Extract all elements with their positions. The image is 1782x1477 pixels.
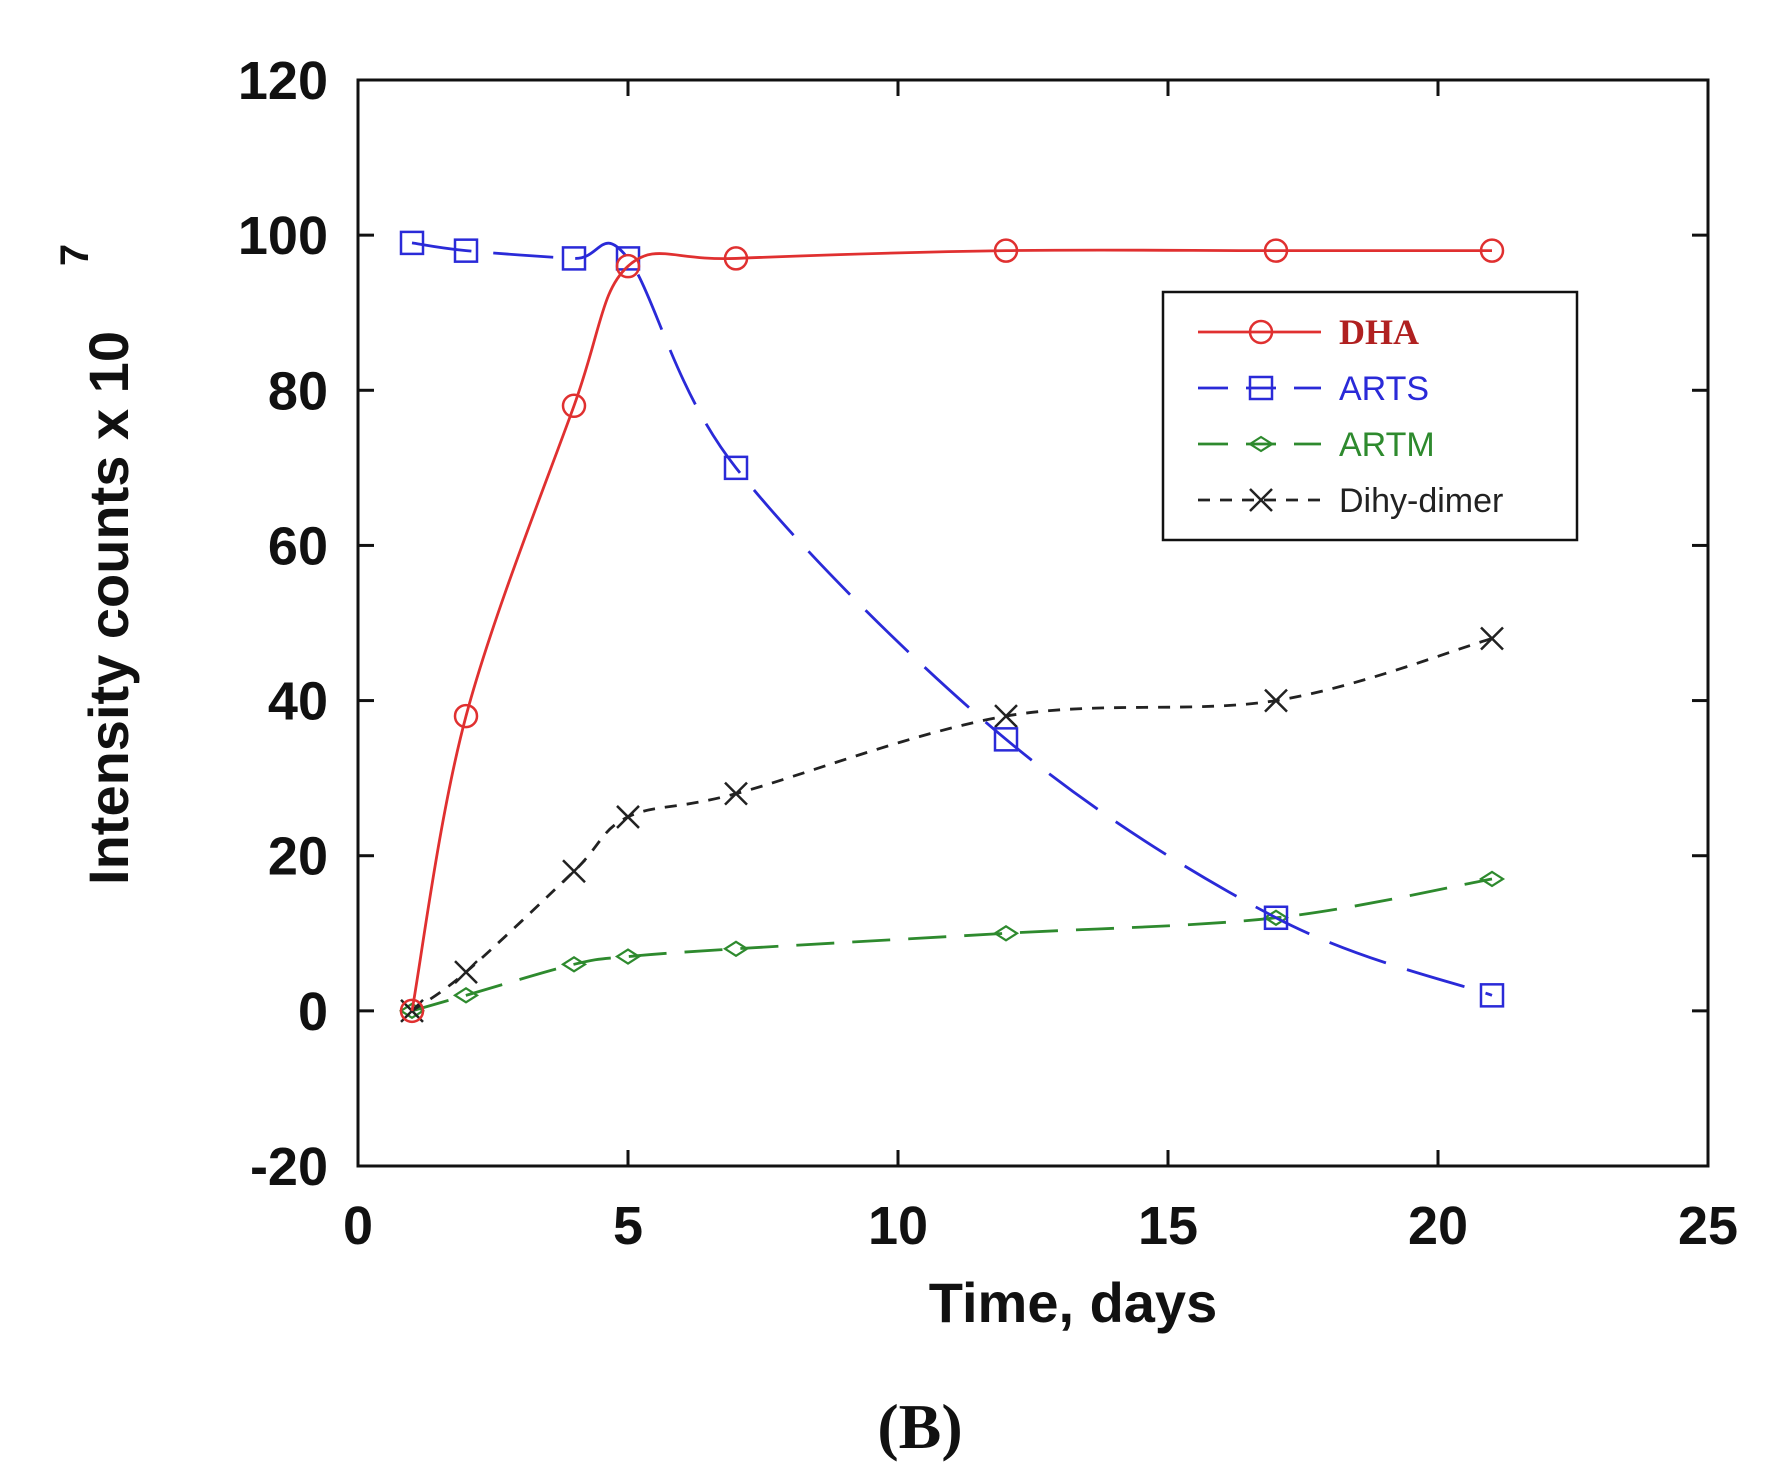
series-line	[411, 877, 1493, 1013]
data-point	[454, 960, 478, 984]
y-tick-label: 120	[238, 51, 328, 111]
legend-label: DHA	[1339, 312, 1419, 352]
x-tick-label: 0	[343, 1196, 373, 1256]
plot-frame	[356, 78, 1710, 1168]
data-point	[1478, 870, 1506, 888]
series-line	[410, 248, 1492, 1012]
data-point	[399, 998, 425, 1024]
y-axis-title-group: Intensity counts x 10 7	[53, 244, 140, 885]
x-tick-label: 20	[1408, 1196, 1468, 1256]
data-point	[994, 704, 1018, 728]
data-point	[399, 230, 425, 256]
y-tick-label: 80	[268, 361, 328, 421]
data-point	[1479, 983, 1505, 1008]
x-tick-label: 25	[1678, 1196, 1738, 1256]
data-point	[453, 238, 479, 263]
y-tick-label: -20	[250, 1137, 328, 1197]
y-tick-label: 20	[268, 827, 328, 887]
y-tick-label: 0	[298, 982, 328, 1042]
data-point	[723, 455, 749, 481]
data-point	[993, 727, 1019, 752]
y-tick-label: 100	[238, 206, 328, 266]
panel-label: (B)	[877, 1391, 962, 1462]
legend-marker	[1248, 375, 1274, 401]
data-point	[615, 253, 641, 279]
legend-label: ARTM	[1339, 426, 1435, 464]
data-point	[993, 238, 1019, 263]
legend-marker	[1248, 319, 1274, 345]
data-point	[1263, 238, 1289, 263]
y-axis-title: Intensity counts x 10	[77, 331, 140, 885]
x-axis-title: Time, days	[929, 1271, 1217, 1334]
legend-entry: Dihy-dimer	[1198, 482, 1503, 520]
legend-marker	[1247, 435, 1275, 453]
x-tick-label: 10	[868, 1196, 928, 1256]
data-point	[1264, 688, 1288, 713]
data-point	[453, 703, 479, 729]
legend-label: ARTS	[1339, 370, 1429, 408]
data-point	[1263, 905, 1289, 931]
data-point	[724, 781, 748, 806]
data-point	[723, 246, 749, 271]
y-axis-exponent: 7	[53, 244, 97, 266]
series-dha	[399, 238, 1505, 1024]
data-point	[992, 924, 1020, 942]
legend-entry: ARTM	[1198, 426, 1435, 464]
x-tick-label: 15	[1138, 1196, 1198, 1256]
data-point	[562, 859, 586, 884]
data-point	[1479, 238, 1505, 263]
legend-label: Dihy-dimer	[1339, 482, 1503, 520]
series-line	[411, 241, 1493, 997]
series-line	[411, 637, 1493, 1012]
x-tick-label: 5	[613, 1196, 643, 1256]
data-point	[561, 246, 587, 271]
data-point	[616, 805, 640, 829]
y-tick-label: 40	[268, 672, 328, 732]
legend-entry: ARTS	[1198, 370, 1429, 408]
legend-entry: DHA	[1198, 312, 1419, 352]
legend-marker	[1249, 488, 1273, 512]
y-tick-label: 60	[268, 516, 328, 576]
data-point	[560, 956, 588, 973]
data-point	[614, 948, 642, 965]
data-point	[561, 393, 587, 419]
data-point	[452, 987, 480, 1004]
data-point	[722, 940, 750, 958]
series-arts	[399, 230, 1505, 1008]
data-point	[1480, 626, 1504, 651]
